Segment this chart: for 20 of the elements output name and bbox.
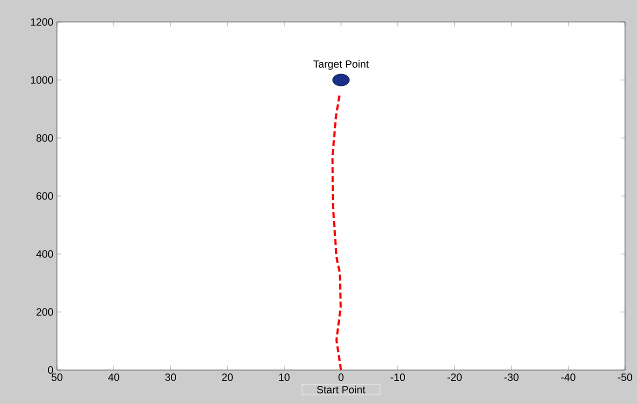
x-tick-label: -10 [390,374,405,381]
annotation: Start Point [317,386,366,394]
y-tick-label: 800 [36,134,54,142]
y-tick-label: 1200 [31,18,54,26]
x-tick-label: 10 [279,374,290,381]
y-tick-label: 600 [36,192,54,200]
y-tick-label: 0 [48,366,54,374]
x-tick-label: 30 [165,374,176,381]
y-tick-label: 1000 [31,76,54,84]
x-tick-label: -50 [618,374,632,381]
x-tick-label: 20 [222,374,233,381]
y-tick-label: 400 [36,250,54,258]
x-tick-label: -20 [448,374,462,381]
x-tick-label: -30 [504,374,519,381]
x-tick-label: 0 [338,374,344,381]
annotation: Target Point [313,60,369,70]
x-tick-label: -40 [561,374,576,381]
y-tick-label: 200 [36,308,54,316]
x-tick-label: 50 [52,374,62,381]
x-tick-label: 40 [108,374,120,381]
